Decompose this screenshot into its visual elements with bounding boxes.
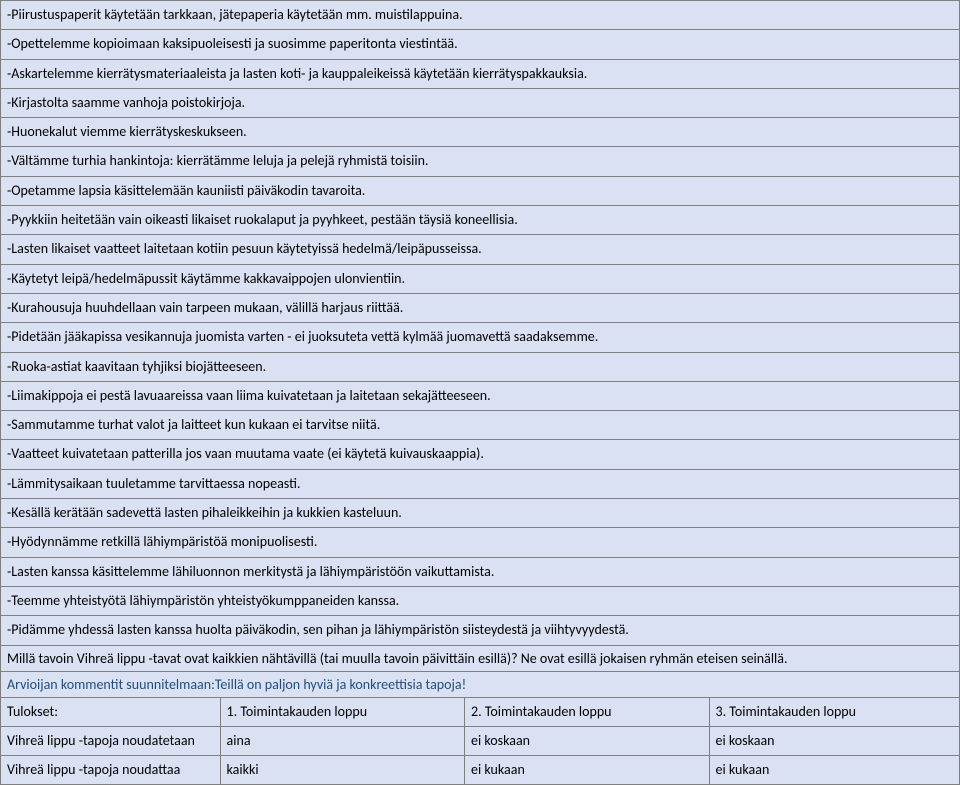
bullet-item: -Lasten kanssa käsittelemme lähiluonnon … [1,558,959,587]
bullet-item: -Pidämme yhdessä lasten kanssa huolta pä… [1,616,959,645]
bullet-text: -Pidämme yhdessä lasten kanssa huolta pä… [7,621,629,638]
bullet-item: -Kurahousuja huuhdellaan vain tarpeen mu… [1,294,959,323]
results-cell: Vihreä lippu -tapoja noudatetaan [1,727,221,755]
bullet-text: -Askartelemme kierrätysmateriaaleista ja… [7,65,587,82]
bullet-text: -Lasten likaiset vaatteet laitetaan koti… [7,240,482,257]
bullet-item: -Pyykkiin heitetään vain oikeasti likais… [1,206,959,235]
document-panel: -Piirustuspaperit käytetään tarkkaan, jä… [0,0,960,785]
results-data-row: Vihreä lippu -tapoja noudattaa kaikki ei… [1,756,959,785]
results-header-cell: Tulokset: [1,698,221,726]
bullet-item: -Lämmitysaikaan tuuletamme tarvittaessa … [1,470,959,499]
bullet-item: -Askartelemme kierrätysmateriaaleista ja… [1,60,959,89]
question-answer: Ne ovat esillä jokaisen ryhmän eteisen s… [521,650,788,667]
bullet-item: -Piirustuspaperit käytetään tarkkaan, jä… [1,1,959,30]
bullet-text: -Pyykkiin heitetään vain oikeasti likais… [7,211,518,228]
bullet-text: -Opetamme lapsia käsittelemään kauniisti… [7,182,365,199]
question-prompt: Millä tavoin Vihreä lippu -tavat ovat ka… [7,650,518,667]
results-data-row: Vihreä lippu -tapoja noudatetaan aina ei… [1,727,959,756]
bullet-item: -Ruoka-astiat kaavitaan tyhjiksi biojätt… [1,353,959,382]
question-row: Millä tavoin Vihreä lippu -tavat ovat ka… [1,646,959,672]
bullet-text: -Lasten kanssa käsittelemme lähiluonnon … [7,563,494,580]
bullet-text: -Pidetään jääkapissa vesikannuja juomist… [7,328,598,345]
results-cell: kaikki [221,756,465,784]
bullet-text: -Vaatteet kuivatetaan patterilla jos vaa… [7,445,484,462]
bullet-text: -Opettelemme kopioimaan kaksipuoleisesti… [7,35,458,52]
reviewer-comment-text: Teillä on paljon hyviä ja konkreettisia … [215,676,466,693]
results-header-cell: 2. Toimintakauden loppu [465,698,709,726]
bullet-item: -Käytetyt leipä/hedelmäpussit käytämme k… [1,265,959,294]
bullet-text: -Ruoka-astiat kaavitaan tyhjiksi biojätt… [7,358,266,375]
bullet-item: -Kirjastolta saamme vanhoja poistokirjoj… [1,89,959,118]
results-cell: Vihreä lippu -tapoja noudattaa [1,756,221,784]
results-cell: aina [221,727,465,755]
bullet-text: -Hyödynnämme retkillä lähiympäristöä mon… [7,533,317,550]
results-header-cell: 3. Toimintakauden loppu [710,698,959,726]
bullet-text: -Sammutamme turhat valot ja laitteet kun… [7,416,380,433]
reviewer-comment-row: Arvioijan kommentit suunnitelmaan:Teillä… [1,672,959,698]
bullet-item: -Opettelemme kopioimaan kaksipuoleisesti… [1,30,959,59]
bullet-text: -Liimakippoja ei pestä lavuaareissa vaan… [7,387,491,404]
bullet-text: -Lämmitysaikaan tuuletamme tarvittaessa … [7,475,300,492]
bullet-item: -Sammutamme turhat valot ja laitteet kun… [1,411,959,440]
bullet-item: -Vältämme turhia hankintoja: kierrätämme… [1,147,959,176]
results-header-cell: 1. Toimintakauden loppu [221,698,465,726]
bullet-text: -Teemme yhteistyötä lähiympäristön yhtei… [7,592,399,609]
results-header-row: Tulokset: 1. Toimintakauden loppu 2. Toi… [1,698,959,727]
bullet-text: -Piirustuspaperit käytetään tarkkaan, jä… [7,6,463,23]
bullet-item: -Teemme yhteistyötä lähiympäristön yhtei… [1,587,959,616]
results-cell: ei kukaan [465,756,709,784]
bullet-item: -Hyödynnämme retkillä lähiympäristöä mon… [1,528,959,557]
bullet-text: -Huonekalut viemme kierrätyskeskukseen. [7,123,247,140]
results-cell: ei koskaan [710,727,959,755]
bullet-text: -Kesällä kerätään sadevettä lasten pihal… [7,504,402,521]
bullet-item: -Opetamme lapsia käsittelemään kauniisti… [1,177,959,206]
reviewer-comment-label: Arvioijan kommentit suunnitelmaan: [7,676,215,693]
bullet-text: -Käytetyt leipä/hedelmäpussit käytämme k… [7,270,405,287]
bullet-text: -Vältämme turhia hankintoja: kierrätämme… [7,152,429,169]
results-cell: ei koskaan [465,727,709,755]
bullet-item: -Huonekalut viemme kierrätyskeskukseen. [1,118,959,147]
bullet-item: -Lasten likaiset vaatteet laitetaan koti… [1,235,959,264]
bullet-item: -Kesällä kerätään sadevettä lasten pihal… [1,499,959,528]
bullet-text: -Kurahousuja huuhdellaan vain tarpeen mu… [7,299,403,316]
bullet-item: -Liimakippoja ei pestä lavuaareissa vaan… [1,382,959,411]
results-cell: ei kukaan [710,756,959,784]
bullet-text: -Kirjastolta saamme vanhoja poistokirjoj… [7,94,245,111]
bullet-item: -Pidetään jääkapissa vesikannuja juomist… [1,323,959,352]
bullet-item: -Vaatteet kuivatetaan patterilla jos vaa… [1,440,959,469]
